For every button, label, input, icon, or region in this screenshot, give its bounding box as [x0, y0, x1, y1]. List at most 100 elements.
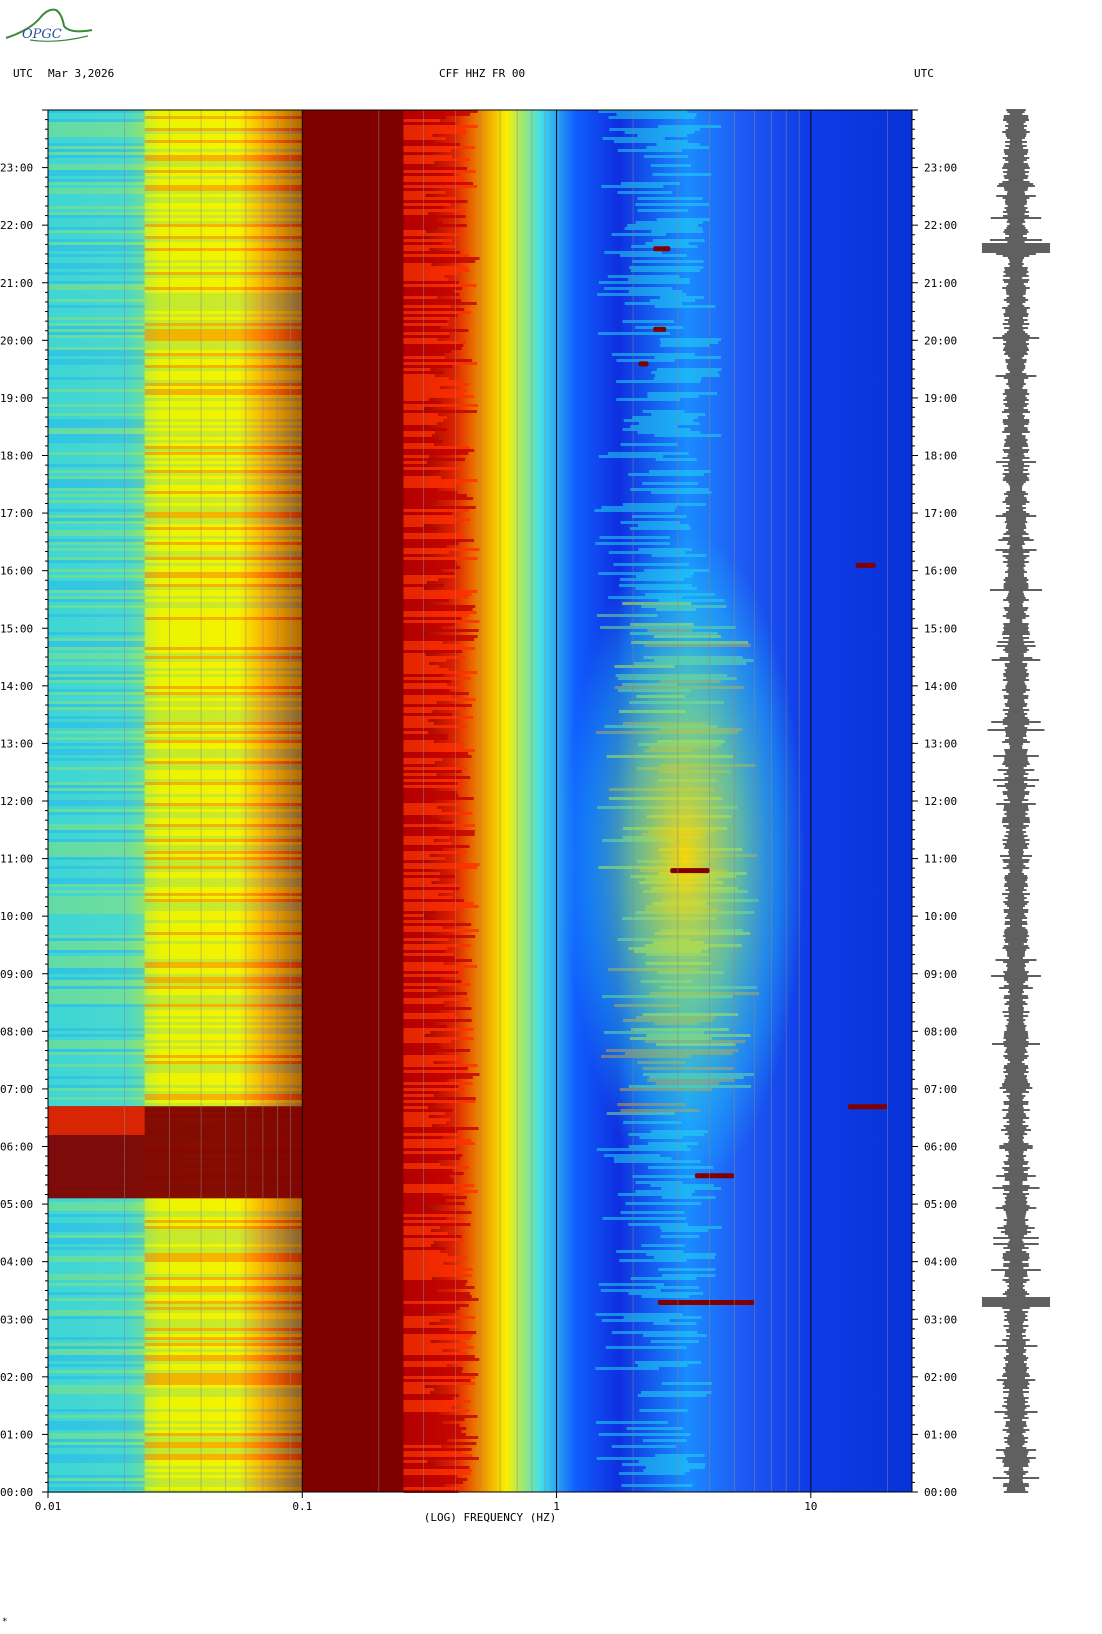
noise-stripe	[48, 146, 145, 149]
noise-stripe	[144, 236, 303, 239]
noise-stripe	[403, 287, 462, 290]
noise-stripe	[403, 290, 454, 293]
noise-stripe	[48, 602, 145, 605]
noise-stripe	[48, 710, 145, 713]
noise-stripe	[403, 605, 476, 608]
noise-stripe	[48, 1481, 145, 1484]
noise-stripe	[144, 482, 303, 485]
noise-stripe	[403, 128, 466, 131]
noise-stripe	[48, 1412, 145, 1415]
noise-stripe	[637, 134, 688, 137]
noise-stripe	[48, 863, 145, 866]
noise-stripe	[403, 305, 451, 308]
noise-stripe	[403, 1046, 442, 1049]
noise-stripe	[144, 1010, 303, 1013]
noise-stripe	[144, 611, 303, 614]
noise-stripe	[48, 125, 145, 128]
noise-stripe	[144, 785, 303, 788]
noise-stripe	[403, 1142, 475, 1145]
noise-stripe	[48, 809, 145, 812]
noise-stripe	[640, 1391, 712, 1394]
noise-stripe	[48, 1061, 145, 1064]
noise-stripe	[48, 419, 145, 422]
noise-stripe	[403, 800, 434, 803]
noise-stripe	[144, 968, 303, 971]
noise-stripe	[144, 680, 303, 683]
noise-stripe	[144, 1208, 303, 1211]
noise-stripe	[48, 428, 145, 431]
seismogram-trace	[982, 109, 1050, 1493]
noise-stripe	[403, 968, 463, 971]
noise-stripe	[403, 515, 454, 518]
noise-stripe	[144, 416, 303, 419]
noise-stripe	[144, 1457, 303, 1460]
noise-stripe	[144, 1448, 303, 1451]
noise-stripe	[637, 197, 703, 200]
noise-stripe	[144, 398, 303, 401]
noise-stripe	[403, 1079, 448, 1082]
noise-stripe	[403, 467, 461, 470]
noise-stripe	[48, 770, 145, 773]
noise-stripe	[144, 317, 303, 320]
noise-stripe	[48, 1073, 145, 1076]
noise-stripe	[403, 683, 447, 686]
noise-stripe	[643, 155, 689, 158]
noise-stripe	[144, 575, 303, 578]
noise-stripe	[48, 902, 145, 905]
noise-stripe	[596, 1457, 687, 1460]
time-tick-label: 07:00	[0, 1083, 33, 1096]
time-tick-label: 10:00	[924, 910, 957, 923]
noise-stripe	[144, 479, 303, 482]
event-mark	[670, 868, 710, 874]
noise-stripe	[48, 167, 145, 170]
noise-stripe	[403, 1487, 464, 1490]
noise-stripe	[144, 788, 303, 791]
noise-stripe	[48, 338, 145, 341]
noise-stripe	[403, 1256, 468, 1259]
noise-stripe	[48, 446, 145, 449]
noise-stripe	[48, 707, 145, 710]
noise-stripe	[48, 422, 145, 425]
noise-stripe	[630, 1277, 697, 1280]
noise-stripe	[628, 290, 683, 293]
noise-stripe	[48, 1337, 145, 1340]
noise-stripe	[144, 1340, 303, 1343]
noise-stripe	[619, 254, 687, 257]
noise-stripe	[144, 1070, 303, 1073]
noise-stripe	[638, 1460, 688, 1463]
noise-stripe	[403, 614, 469, 617]
noise-stripe	[595, 542, 670, 545]
noise-stripe	[403, 1109, 453, 1112]
noise-stripe	[48, 905, 145, 908]
noise-stripe	[48, 1436, 145, 1439]
noise-stripe	[403, 1073, 480, 1076]
noise-stripe	[403, 875, 455, 878]
noise-stripe	[48, 680, 145, 683]
noise-stripe	[48, 782, 145, 785]
noise-stripe	[144, 920, 303, 923]
noise-stripe	[48, 320, 145, 323]
noise-stripe	[144, 1211, 303, 1214]
noise-stripe	[403, 1328, 450, 1331]
noise-stripe	[144, 539, 303, 542]
noise-stripe	[403, 950, 446, 953]
noise-stripe	[48, 188, 145, 191]
noise-stripe	[403, 1028, 474, 1031]
noise-stripe	[48, 1031, 145, 1034]
noise-stripe	[144, 437, 303, 440]
noise-stripe	[144, 764, 303, 767]
noise-stripe	[403, 1310, 457, 1313]
noise-stripe	[144, 395, 303, 398]
noise-stripe	[403, 344, 464, 347]
noise-stripe	[48, 1475, 145, 1478]
noise-stripe	[611, 1445, 677, 1448]
noise-stripe	[48, 1346, 145, 1349]
noise-stripe	[48, 1370, 145, 1373]
noise-stripe	[48, 1427, 145, 1430]
noise-stripe	[144, 836, 303, 839]
noise-stripe	[144, 944, 303, 947]
noise-stripe	[48, 1079, 145, 1082]
noise-stripe	[403, 1235, 462, 1238]
noise-stripe	[144, 1091, 303, 1094]
noise-stripe	[144, 716, 303, 719]
